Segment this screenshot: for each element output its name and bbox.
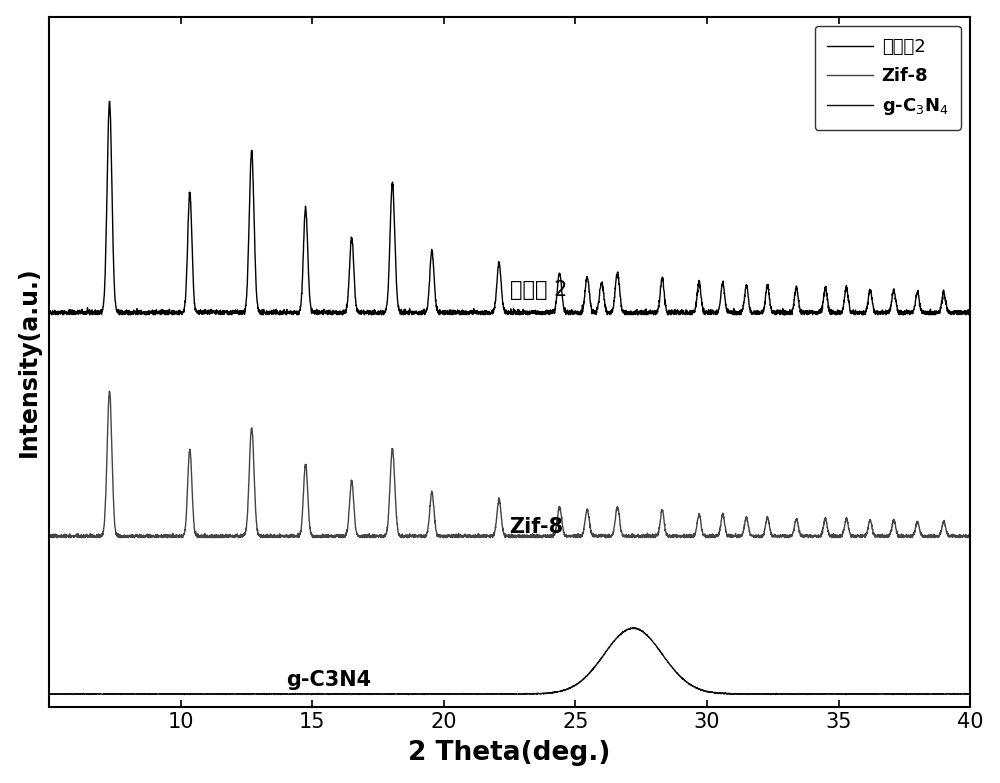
Legend: 实施例2, Zif-8, g-C$_3$N$_4$: 实施例2, Zif-8, g-C$_3$N$_4$ — [815, 26, 961, 130]
g-C$_3$N$_4$ — [43, 689, 55, 698]
实施例2 — [395, 307, 407, 316]
实施例2 — [964, 309, 976, 319]
g-C$_3$N$_4$ — [964, 689, 976, 698]
g-C$_3$N$_4$ — [627, 623, 639, 633]
g-C$_3$N$_4$ — [801, 689, 813, 698]
Zif-8 — [43, 532, 55, 541]
实施例2 — [43, 307, 55, 316]
Line: 实施例2: 实施例2 — [49, 101, 970, 315]
实施例2 — [731, 310, 743, 319]
g-C$_3$N$_4$ — [210, 689, 222, 698]
Zif-8 — [43, 533, 55, 543]
实施例2 — [211, 309, 223, 318]
Zif-8 — [731, 531, 743, 540]
g-C$_3$N$_4$ — [731, 689, 743, 698]
Line: g-C$_3$N$_4$: g-C$_3$N$_4$ — [49, 628, 970, 695]
Text: Zif-8: Zif-8 — [510, 517, 564, 537]
Zif-8 — [211, 531, 223, 540]
Zif-8 — [395, 532, 407, 541]
Text: g-C3N4: g-C3N4 — [286, 670, 371, 690]
Line: Zif-8: Zif-8 — [49, 391, 970, 538]
g-C$_3$N$_4$ — [395, 690, 407, 699]
Zif-8 — [964, 531, 976, 540]
实施例2 — [45, 310, 57, 319]
g-C$_3$N$_4$ — [596, 653, 608, 662]
实施例2 — [642, 307, 654, 316]
实施例2 — [104, 96, 116, 106]
X-axis label: 2 Theta(deg.): 2 Theta(deg.) — [408, 741, 611, 767]
g-C$_3$N$_4$ — [260, 690, 272, 699]
Y-axis label: Intensity(a.u.): Intensity(a.u.) — [17, 266, 41, 457]
Zif-8 — [801, 531, 813, 540]
g-C$_3$N$_4$ — [642, 632, 654, 641]
Zif-8 — [596, 532, 608, 541]
实施例2 — [801, 306, 813, 316]
Text: 实施例 2: 实施例 2 — [510, 280, 567, 300]
Zif-8 — [103, 386, 115, 395]
实施例2 — [596, 280, 608, 290]
Zif-8 — [642, 532, 654, 542]
